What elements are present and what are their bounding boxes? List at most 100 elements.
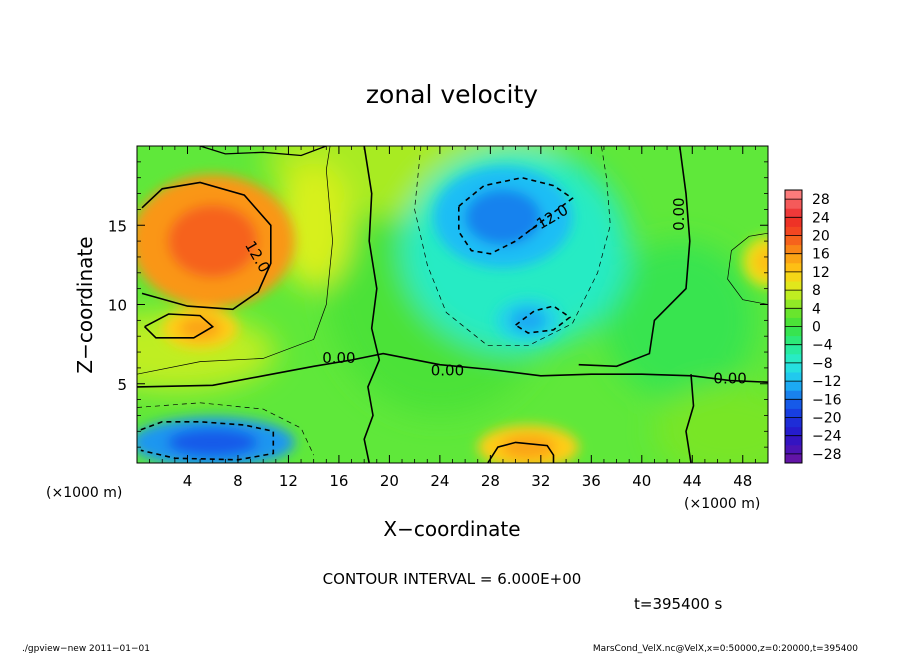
x-tick-label-24: 24: [430, 472, 449, 490]
colorbar-tick-label: −28: [812, 447, 842, 463]
colorbar-tick-label: 24: [812, 210, 830, 226]
colorbar-band: [785, 372, 802, 382]
contour-neg12-small: [515, 305, 572, 334]
footer-left: ./gpview−new 2011−01−01: [22, 644, 150, 654]
colorbar-band: [785, 199, 802, 209]
x-tick-label-4: 4: [183, 472, 193, 490]
colorbar-band: [785, 235, 802, 246]
contour-lines: [137, 146, 768, 463]
colorbar-band: [785, 408, 802, 418]
x-tick-label-16: 16: [329, 472, 348, 490]
colorbar-tick-label: −16: [812, 392, 842, 408]
colorbar-band: [785, 390, 802, 400]
x-tick-label-36: 36: [582, 472, 601, 490]
y-axis-ticks: 5 10 15: [108, 161, 768, 448]
colorbar-band: [785, 335, 802, 346]
colorbar-band: [785, 262, 802, 273]
contour-label-4: 0.00: [713, 369, 746, 387]
colorbar-tick-label: 16: [812, 247, 830, 263]
colorbar-tick-label: 4: [812, 301, 821, 317]
field-region-3: [603, 241, 756, 400]
colorbar-band: [785, 271, 802, 282]
colorbar-band: [785, 208, 802, 218]
x-tick-label-32: 32: [531, 472, 550, 490]
contour-zero-right: [578, 146, 691, 368]
colorbar-tick-label: −4: [812, 338, 833, 354]
colorbar-band: [785, 435, 802, 446]
field-feature-core-positive-small: [179, 316, 221, 340]
colorbar-band: [785, 226, 802, 236]
contour-labels: 12.0−12.00.000.00 0.000.00: [241, 197, 747, 387]
field-feature-core-positive-right: [754, 247, 768, 276]
contour-pos6-bottom: [487, 441, 555, 463]
contour-zero-bottom-right: [685, 374, 695, 463]
x-tick-label-20: 20: [380, 472, 399, 490]
colorbar-band: [785, 317, 802, 327]
colorbar-band: [785, 453, 802, 464]
x-tick-label-28: 28: [481, 472, 500, 490]
colorbar-tick-label: 12: [812, 265, 830, 281]
colorbar-band: [785, 299, 802, 309]
colorbar-band: [785, 281, 802, 291]
colorbar-band: [785, 290, 802, 300]
colorbar-band: [785, 217, 802, 227]
colorbar-tick-label: 0: [812, 320, 821, 336]
x-tick-label-44: 44: [683, 472, 702, 490]
contour-label-3: 0.00: [431, 362, 464, 380]
contour-neg12-top: [458, 176, 574, 255]
colorbar-band: [785, 426, 802, 437]
x-axis-title: X−coordinate: [383, 517, 520, 541]
footer-right: MarsCond_VelX.nc@VelX,x=0:50000,z=0:2000…: [593, 644, 858, 654]
field-feature-core-negative-bottom: [167, 428, 258, 457]
colorbar-tick-label: −24: [812, 429, 842, 445]
colorbar-tick-label: 20: [812, 229, 830, 245]
field-blobs-sharp: [137, 166, 768, 463]
field-feature-core-negative-max: [464, 189, 542, 246]
contour-pos6-right: [727, 232, 768, 305]
y-tick-label-5: 5: [117, 376, 127, 394]
colorbar-band: [785, 381, 802, 391]
contour-zero-vertical: [363, 146, 381, 463]
field-feature-core-positive-max: [167, 204, 258, 278]
colorbar-band: [785, 326, 802, 337]
colorbar-band: [785, 344, 802, 355]
colorbar-band: [785, 399, 802, 409]
x-axis-unit-right: (×1000 m): [684, 496, 760, 512]
field-region-6: [275, 161, 352, 289]
colorbar-band: [785, 308, 802, 318]
contour-12-small: [144, 313, 215, 339]
colorbar-tick-label: −20: [812, 411, 842, 427]
colorbar-tick-label: −8: [812, 356, 833, 372]
colorbar-band: [785, 253, 802, 264]
contour-label-2: 0.00: [322, 349, 355, 367]
contour-zero-top: [199, 146, 327, 157]
contour-neg6-bottom: [137, 402, 315, 456]
y-tick-label-10: 10: [108, 297, 127, 315]
chart-title: zonal velocity: [366, 80, 538, 109]
x-axis-unit-left: (×1000 m): [46, 485, 122, 501]
colorbar-band: [785, 417, 802, 428]
field-feature-core-negative-small: [510, 308, 547, 333]
colorbar-band: [785, 353, 802, 364]
contour-neg6-thin: [414, 146, 611, 347]
contour-interval-note: CONTOUR INTERVAL = 6.000E+00: [323, 570, 582, 588]
field-feature-core-positive-bottom: [500, 434, 556, 460]
x-tick-label-8: 8: [233, 472, 243, 490]
colorbar-band: [785, 190, 802, 200]
colorbar-tick-label: −12: [812, 374, 842, 390]
time-stamp: t=395400 s: [634, 595, 722, 613]
colorbar: 28 24 20 16 12 8 4 0 −4 −8 −12 −16 −20 −24 −28: [784, 189, 842, 464]
colorbar-band: [785, 362, 802, 373]
x-tick-label-12: 12: [279, 472, 298, 490]
field-region-5: [654, 383, 768, 463]
contour-12-left: [141, 181, 272, 311]
colorbar-tick-label: 8: [812, 283, 821, 299]
x-axis-ticks: 4 8 12 16 20 24 28 32 36 40 44 48: [149, 146, 756, 490]
contour-label-5: 0.00: [670, 197, 688, 230]
x-tick-label-40: 40: [632, 472, 651, 490]
plot-area: 12.0−12.00.000.00 0.000.00: [137, 146, 768, 463]
contour-zero-main: [137, 352, 768, 388]
y-tick-label-15: 15: [108, 217, 127, 235]
contour-neg12-bottom: [140, 421, 275, 461]
